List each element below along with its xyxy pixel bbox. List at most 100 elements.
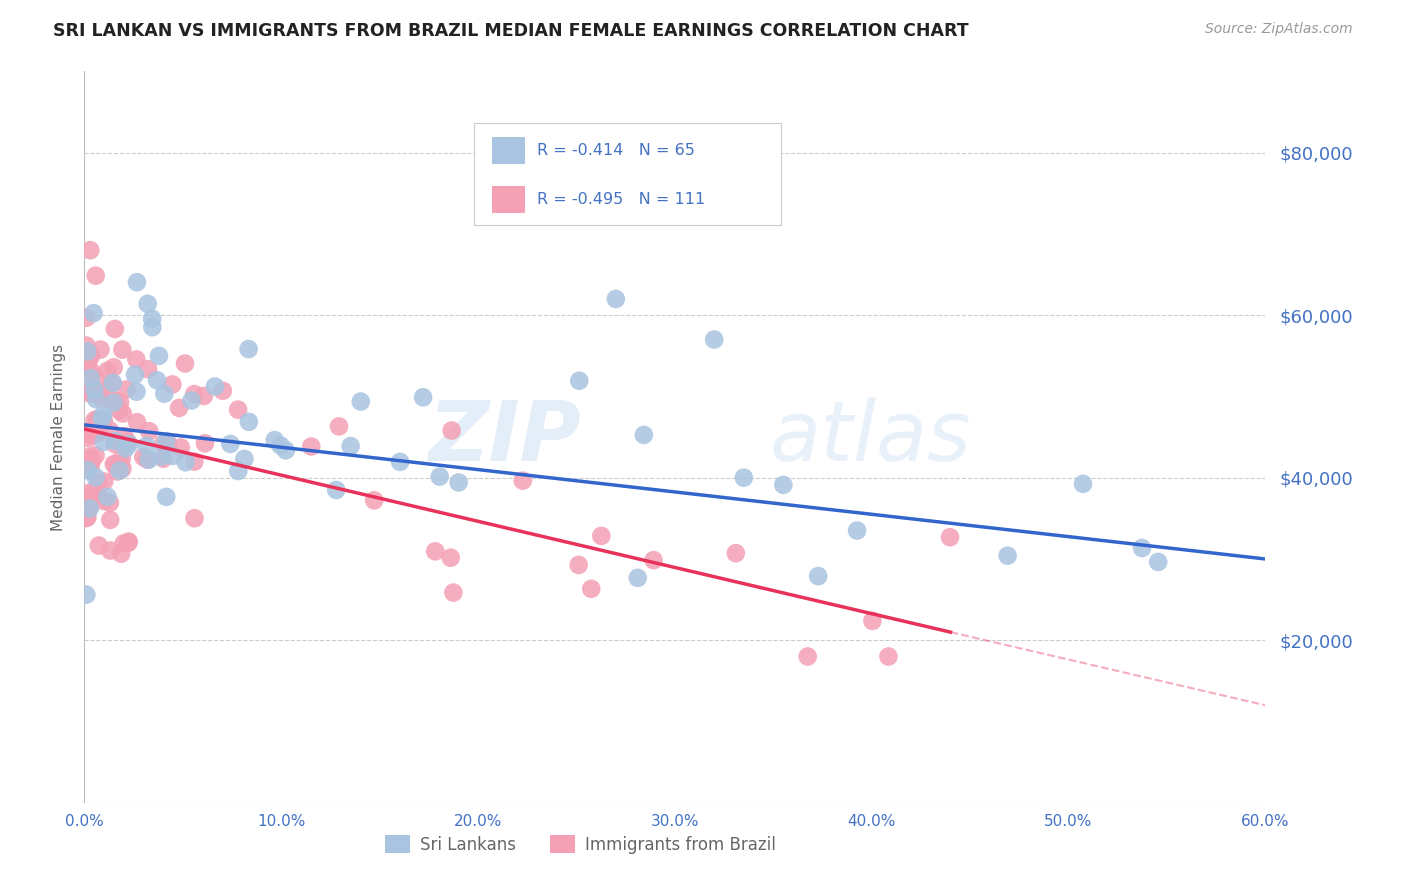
Point bbox=[79, 243, 101, 257]
Point bbox=[118, 437, 141, 451]
Point bbox=[138, 424, 160, 438]
Point bbox=[80, 455, 103, 469]
Point bbox=[238, 342, 260, 356]
Point bbox=[80, 424, 103, 438]
Point bbox=[733, 470, 755, 484]
Text: ZIP: ZIP bbox=[427, 397, 581, 477]
Point bbox=[104, 322, 127, 336]
Point bbox=[633, 428, 655, 442]
Point bbox=[170, 441, 193, 455]
Point bbox=[939, 530, 962, 544]
Point bbox=[157, 436, 180, 450]
Point bbox=[89, 343, 111, 357]
Point bbox=[117, 535, 139, 549]
Point bbox=[83, 422, 105, 436]
Point bbox=[238, 415, 260, 429]
Point bbox=[183, 511, 205, 525]
Point bbox=[93, 475, 115, 489]
Point bbox=[83, 422, 105, 436]
Point bbox=[90, 411, 112, 425]
Point bbox=[79, 450, 101, 464]
Point bbox=[512, 474, 534, 488]
Point bbox=[1071, 476, 1094, 491]
Point bbox=[75, 348, 97, 362]
Point bbox=[136, 297, 159, 311]
Point bbox=[75, 588, 97, 602]
Point bbox=[98, 513, 121, 527]
Point bbox=[76, 500, 98, 515]
Point bbox=[75, 338, 97, 352]
Point bbox=[581, 582, 603, 596]
Point bbox=[204, 379, 226, 393]
Point bbox=[148, 349, 170, 363]
Point bbox=[75, 511, 97, 525]
Point bbox=[84, 483, 107, 498]
Point bbox=[87, 475, 110, 490]
Point bbox=[86, 412, 108, 426]
Point bbox=[183, 387, 205, 401]
Legend: Sri Lankans, Immigrants from Brazil: Sri Lankans, Immigrants from Brazil bbox=[378, 829, 782, 860]
Point bbox=[93, 494, 115, 508]
Point bbox=[84, 392, 107, 407]
Point bbox=[110, 547, 132, 561]
Point bbox=[425, 544, 447, 558]
Point bbox=[76, 463, 98, 477]
Point bbox=[141, 320, 163, 334]
Point bbox=[226, 402, 249, 417]
Point bbox=[997, 549, 1019, 563]
Point bbox=[79, 428, 101, 442]
Text: R = -0.414   N = 65: R = -0.414 N = 65 bbox=[537, 143, 695, 158]
Point bbox=[79, 371, 101, 385]
Point bbox=[83, 413, 105, 427]
Point bbox=[193, 389, 215, 403]
Point bbox=[591, 529, 613, 543]
Point bbox=[125, 275, 148, 289]
Point bbox=[75, 310, 97, 325]
Point bbox=[84, 268, 107, 283]
Text: atlas: atlas bbox=[769, 397, 972, 477]
Point bbox=[79, 463, 101, 477]
Point bbox=[114, 442, 136, 456]
Point bbox=[183, 454, 205, 468]
Point bbox=[76, 344, 98, 359]
Point bbox=[152, 436, 174, 450]
Point bbox=[441, 585, 464, 599]
Point bbox=[111, 450, 134, 465]
Point bbox=[114, 429, 136, 443]
Point bbox=[87, 489, 110, 503]
Point bbox=[703, 333, 725, 347]
Point bbox=[568, 374, 591, 388]
Point bbox=[1130, 541, 1153, 555]
Point bbox=[108, 464, 131, 478]
Point bbox=[103, 437, 125, 451]
Point bbox=[84, 470, 107, 484]
Point bbox=[111, 461, 134, 475]
FancyBboxPatch shape bbox=[492, 186, 524, 212]
Point bbox=[79, 498, 101, 512]
Point bbox=[328, 419, 350, 434]
Point bbox=[350, 394, 373, 409]
Point bbox=[112, 536, 135, 550]
Point bbox=[194, 436, 217, 450]
Point bbox=[93, 434, 115, 449]
Text: Source: ZipAtlas.com: Source: ZipAtlas.com bbox=[1205, 22, 1353, 37]
Point bbox=[104, 434, 127, 448]
Point bbox=[389, 455, 412, 469]
Point bbox=[89, 418, 111, 433]
Point bbox=[447, 475, 470, 490]
Point bbox=[162, 377, 184, 392]
Point bbox=[111, 407, 134, 421]
Point bbox=[87, 539, 110, 553]
Point bbox=[226, 464, 249, 478]
Point bbox=[1147, 555, 1170, 569]
Point bbox=[107, 465, 129, 479]
Point bbox=[96, 383, 118, 397]
Point bbox=[155, 490, 177, 504]
Point bbox=[82, 487, 104, 501]
Point bbox=[219, 437, 242, 451]
Point bbox=[103, 395, 125, 409]
Point bbox=[96, 364, 118, 378]
Point bbox=[80, 451, 103, 466]
Point bbox=[440, 424, 463, 438]
Point bbox=[146, 373, 169, 387]
